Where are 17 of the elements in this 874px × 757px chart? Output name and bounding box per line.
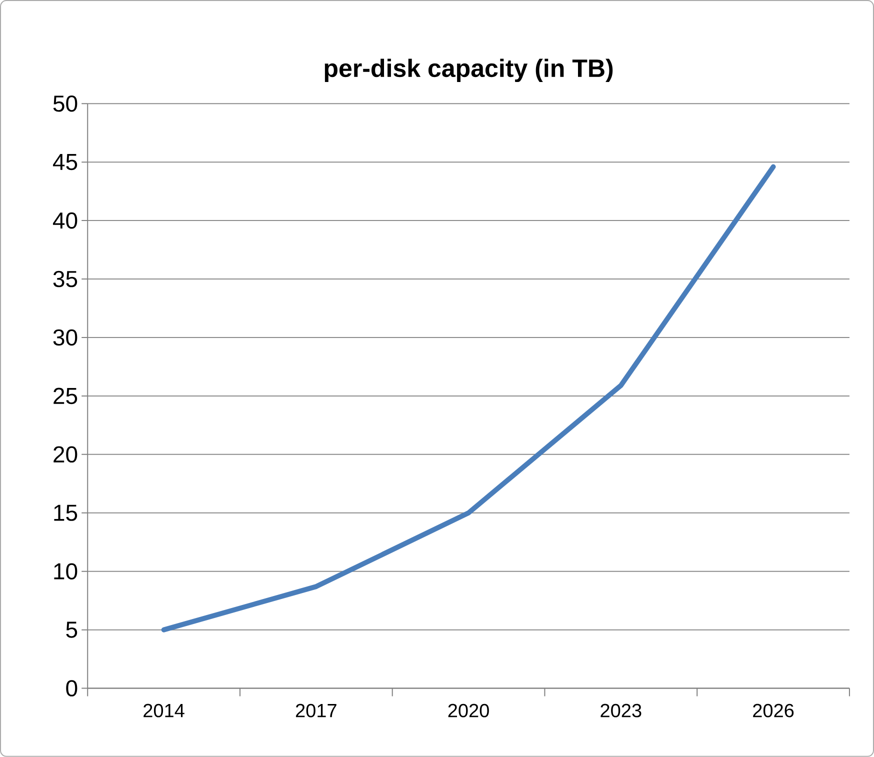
y-tick-label: 15 (54, 504, 78, 521)
y-tick-label: 5 (66, 622, 78, 638)
x-tick-label: 2014 (144, 704, 184, 718)
y-tick-label: 30 (53, 329, 78, 346)
y-tick-label: 50 (53, 96, 78, 112)
y-tick-label: 35 (53, 270, 78, 288)
y-tick-label: 20 (54, 446, 78, 463)
y-tick-label: 0 (66, 680, 78, 696)
y-tick-label: 40 (52, 212, 78, 229)
x-tick-label: 2017 (296, 704, 336, 718)
y-tick-label: 25 (54, 388, 78, 404)
x-tick-label: 2020 (448, 704, 489, 718)
x-tick-label: 2026 (753, 704, 794, 718)
y-tick-label: 10 (54, 563, 78, 580)
y-tick-label: 45 (52, 154, 78, 170)
x-tick-label: 2023 (600, 704, 642, 718)
chart-title: per-disk capacity (in TB) (324, 58, 613, 82)
